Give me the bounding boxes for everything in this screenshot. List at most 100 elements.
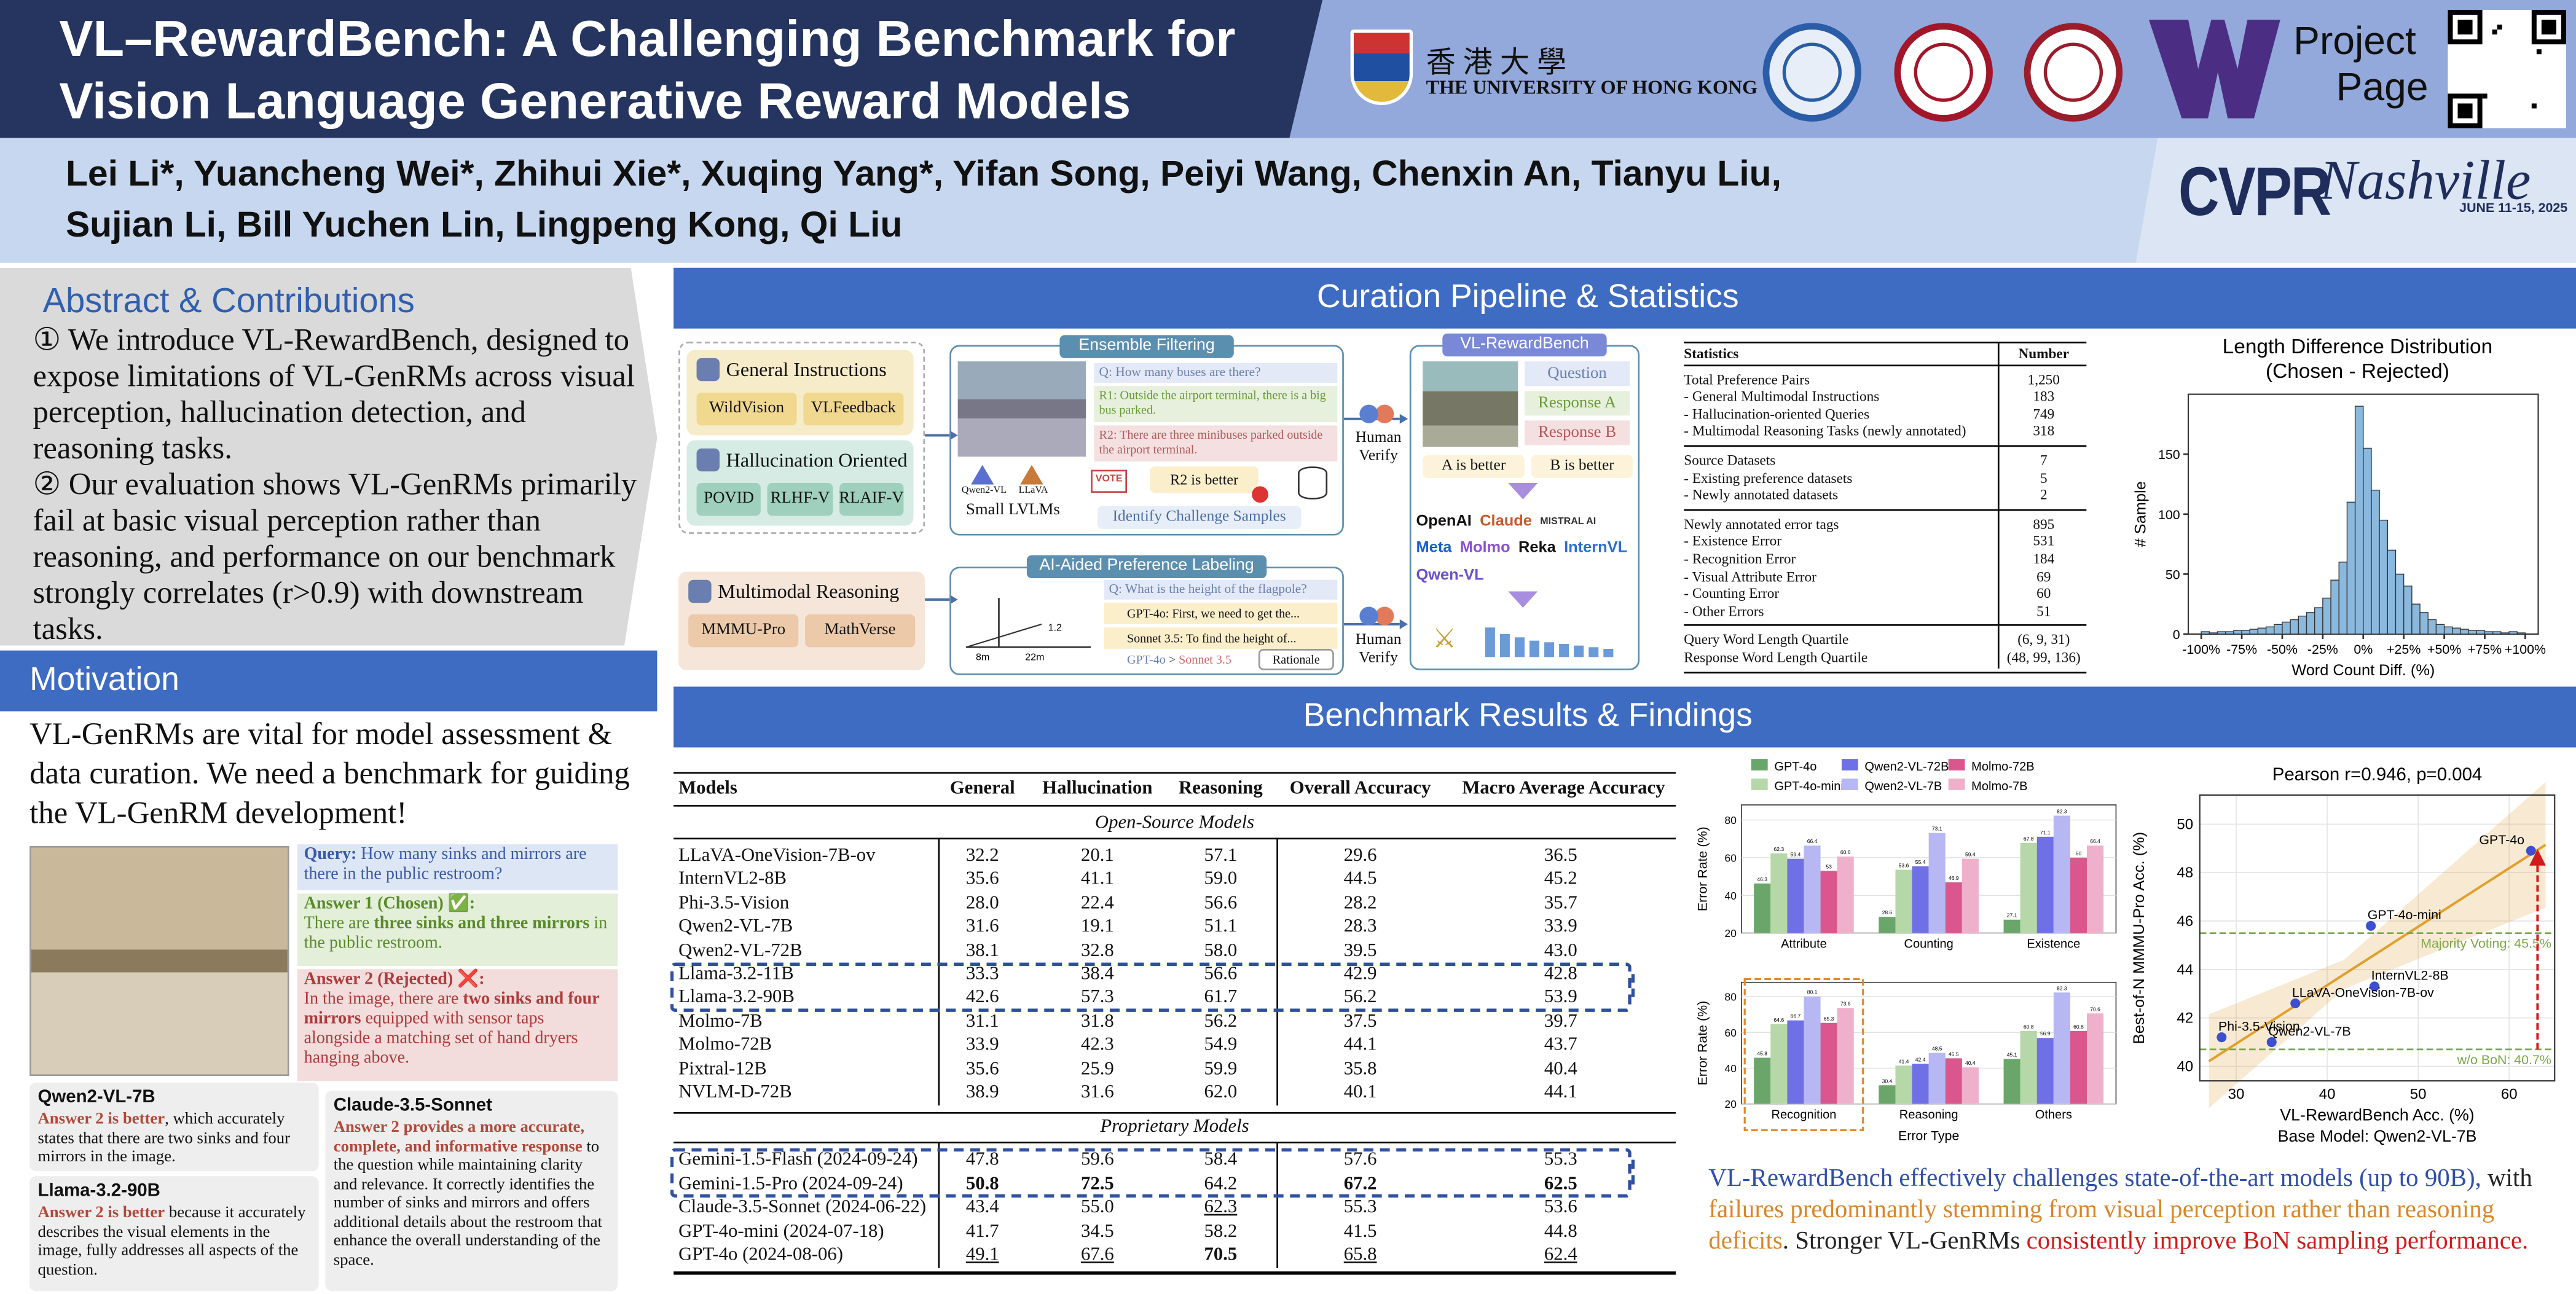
cell-text: 31.1 xyxy=(965,1011,999,1032)
arrow-head xyxy=(949,430,958,441)
table-cell: 58.0 xyxy=(1155,941,1286,960)
value-label: 41.4 xyxy=(1899,1058,1909,1064)
comparison: GPT-4o > Sonnet 3.5 xyxy=(1104,651,1252,670)
cell-text: 61.7 xyxy=(1204,987,1238,1008)
table-cell: 31.6 xyxy=(1032,1083,1163,1102)
cell-text: 50.8 xyxy=(965,1174,999,1194)
table-cell: 7 xyxy=(2040,452,2048,468)
histogram-bar xyxy=(2363,447,2372,635)
table-cell: 2 xyxy=(2040,486,2048,503)
cell-text: 31.6 xyxy=(965,917,999,937)
point xyxy=(2217,1032,2227,1043)
histogram-bar xyxy=(2209,632,2218,635)
cell-text: 33.9 xyxy=(965,1035,999,1055)
legend-swatch xyxy=(1841,778,1858,790)
value-label: 40.4 xyxy=(1965,1060,1976,1066)
highlight-box xyxy=(670,1148,1632,1198)
rationale: Rationale xyxy=(1258,649,1334,670)
y-tick-label: 40 xyxy=(2177,1059,2193,1075)
value-label: 45.1 xyxy=(2007,1052,2017,1058)
table-cell: 32.2 xyxy=(917,846,1048,866)
value-label: 46.9 xyxy=(1949,875,1959,881)
table-row: Source Datasets 7 xyxy=(1684,452,2086,469)
bar xyxy=(2070,857,2087,933)
table-row: - Multimodal Reasoning Tasks (newly anno… xyxy=(1684,423,2086,440)
histogram-bar xyxy=(2379,519,2389,635)
table-cell: 54.9 xyxy=(1155,1035,1286,1055)
table-group: Newly annotated error tags 895- Existence… xyxy=(1684,509,2087,625)
cell-text: 58.4 xyxy=(1204,1150,1238,1170)
table-cell: 19.1 xyxy=(1032,917,1163,936)
table-rule xyxy=(673,772,1676,774)
table-cell: 67.6 xyxy=(1032,1245,1163,1265)
value-label: 73.1 xyxy=(1932,826,1942,832)
table-cell: 44.1 xyxy=(1295,1035,1426,1055)
section-bar xyxy=(673,267,2576,329)
cell-text: 55.0 xyxy=(1080,1198,1114,1218)
highlight-connector xyxy=(1631,974,1635,998)
table-cell: 28.2 xyxy=(1295,893,1426,913)
cell-text: 67.6 xyxy=(1080,1245,1114,1265)
qr-finder xyxy=(2448,93,2483,128)
table-cell: 33.9 xyxy=(917,1035,1048,1055)
cell-text: 72.5 xyxy=(1080,1174,1114,1194)
model-name: Pixtral-12B xyxy=(678,1059,767,1079)
source-title: Hallucination Oriented xyxy=(726,448,908,472)
cvpr-dates: JUNE 11-15, 2025 xyxy=(2459,200,2568,216)
table-cell: 67.2 xyxy=(1295,1174,1426,1194)
value-label: 62.3 xyxy=(1774,846,1785,852)
table-cell: 34.5 xyxy=(1032,1221,1163,1241)
cell-text: 62.0 xyxy=(1204,1082,1238,1102)
table-rule xyxy=(673,1142,1676,1143)
table-cell: 22.4 xyxy=(1032,893,1163,913)
section-heading: Benchmark Results & Findings xyxy=(1303,698,1753,735)
table-cell: 42.3 xyxy=(1032,1035,1163,1055)
human-verify: Human Verify xyxy=(1355,430,1402,465)
point-label: InternVL2-8B xyxy=(2371,968,2449,983)
table-cell: 40.1 xyxy=(1295,1083,1426,1102)
value-label: 45.5 xyxy=(1949,1051,1959,1057)
histogram-bar xyxy=(2330,579,2339,635)
query-label: Query: xyxy=(304,845,357,865)
y-tick-label: 40 xyxy=(1725,890,1737,902)
source-title: General Instructions xyxy=(726,358,887,382)
findings-part: failures predominantly stemming from vis… xyxy=(1708,1196,2495,1255)
table-cell: Total Preference Pairs xyxy=(1684,371,1810,387)
cell-text: 39.7 xyxy=(1544,1011,1577,1032)
table-cell: 47.8 xyxy=(917,1150,1048,1170)
table-cell: - Multimodal Reasoning Tasks (newly anno… xyxy=(1684,423,1966,439)
comparison-part: Sonnet 3.5 xyxy=(1179,652,1231,667)
column-header: Models xyxy=(678,778,737,799)
human-verify: Human Verify xyxy=(1355,632,1402,667)
table-cell: 20.1 xyxy=(1032,846,1163,866)
table-cell: 65.8 xyxy=(1295,1245,1426,1265)
bar xyxy=(1837,857,1854,933)
response: R2: There are three minibuses parked out… xyxy=(1094,425,1338,462)
bar xyxy=(1804,996,1821,1104)
bar xyxy=(1961,858,1979,933)
bar xyxy=(1770,853,1788,933)
legend-swatch xyxy=(1948,759,1965,771)
statistics-table: Statistics Number Total Preference Pairs 1,… xyxy=(1684,342,2087,673)
table-cell: 35.8 xyxy=(1295,1059,1426,1078)
value-label: 59.4 xyxy=(1965,852,1976,858)
verdict: R2 is better xyxy=(1150,466,1259,493)
table-group: Query Word Length Quartile (6, 9, 31) Resp… xyxy=(1684,624,2087,673)
table-cell: - Existence Error xyxy=(1684,533,1781,549)
table-cell: 45.2 xyxy=(1495,869,1627,889)
legend-swatch xyxy=(1751,759,1768,771)
column-header: Hallucination xyxy=(1042,778,1153,799)
cell-text: 38.1 xyxy=(965,940,999,960)
cell-text: 34.5 xyxy=(1080,1221,1114,1242)
point-label: Qwen2-VL-7B xyxy=(2268,1024,2350,1038)
table-row: - Other Errors 51 xyxy=(1684,602,2086,619)
project-page-label: Page xyxy=(2336,65,2429,111)
answer-box: Answer 1 (Chosen) ✅: There are three sink… xyxy=(297,893,618,967)
table-cell: 53.9 xyxy=(1495,988,1627,1008)
table-cell: 25.9 xyxy=(1032,1059,1163,1078)
histogram-bar xyxy=(2282,621,2291,635)
dimension: 1.2 xyxy=(1048,622,1062,633)
database-icon xyxy=(1298,466,1328,500)
response: R1: Outside the airport terminal, there … xyxy=(1094,386,1338,423)
